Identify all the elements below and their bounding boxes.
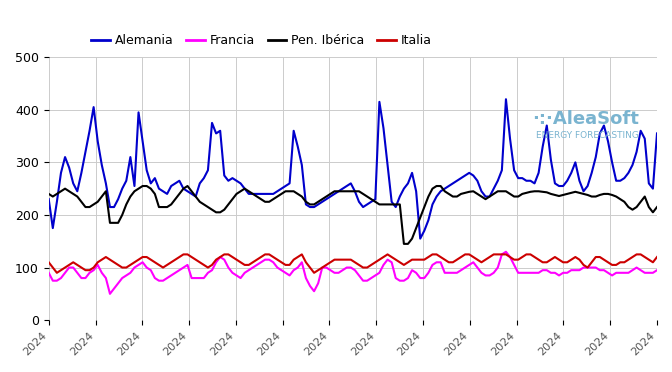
Francia (392, 276, 400, 280)
Alemania (245, 192, 253, 196)
Italia (45, 260, 53, 264)
Italia (372, 260, 380, 264)
Francia (249, 265, 257, 270)
Text: ·:·AleaSoft: ·:·AleaSoft (532, 110, 639, 128)
Francia (555, 273, 563, 278)
Pen. Ibérica (367, 197, 375, 201)
Line: Alemania: Alemania (49, 99, 657, 238)
Italia (473, 257, 481, 262)
Alemania (416, 236, 424, 241)
Alemania (363, 202, 371, 207)
Italia (179, 252, 187, 257)
Text: ENERGY FORECASTING: ENERGY FORECASTING (536, 131, 639, 140)
Italia (555, 257, 563, 262)
Pen. Ibérica (45, 192, 53, 196)
Francia (367, 276, 375, 280)
Pen. Ibérica (138, 184, 146, 188)
Francia (290, 268, 298, 272)
Legend: Alemania, Francia, Pen. Ibérica, Italia: Alemania, Francia, Pen. Ibérica, Italia (86, 29, 437, 52)
Alemania (45, 197, 53, 201)
Pen. Ibérica (555, 194, 563, 198)
Italia (294, 255, 302, 259)
Pen. Ibérica (392, 202, 400, 207)
Francia (106, 292, 114, 296)
Francia (45, 270, 53, 275)
Italia (653, 255, 661, 259)
Francia (653, 268, 661, 272)
Line: Pen. Ibérica: Pen. Ibérica (49, 186, 657, 244)
Pen. Ibérica (400, 242, 408, 246)
Pen. Ibérica (653, 205, 661, 209)
Alemania (555, 184, 563, 188)
Italia (396, 260, 404, 264)
Line: Italia: Italia (49, 254, 657, 273)
Francia (469, 260, 477, 264)
Italia (53, 270, 61, 275)
Alemania (653, 131, 661, 136)
Line: Francia: Francia (49, 252, 657, 294)
Alemania (469, 173, 477, 178)
Alemania (286, 181, 294, 186)
Pen. Ibérica (473, 192, 481, 196)
Pen. Ibérica (249, 192, 257, 196)
Alemania (502, 97, 510, 102)
Alemania (388, 199, 396, 204)
Italia (253, 257, 261, 262)
Francia (502, 250, 510, 254)
Pen. Ibérica (290, 189, 298, 193)
